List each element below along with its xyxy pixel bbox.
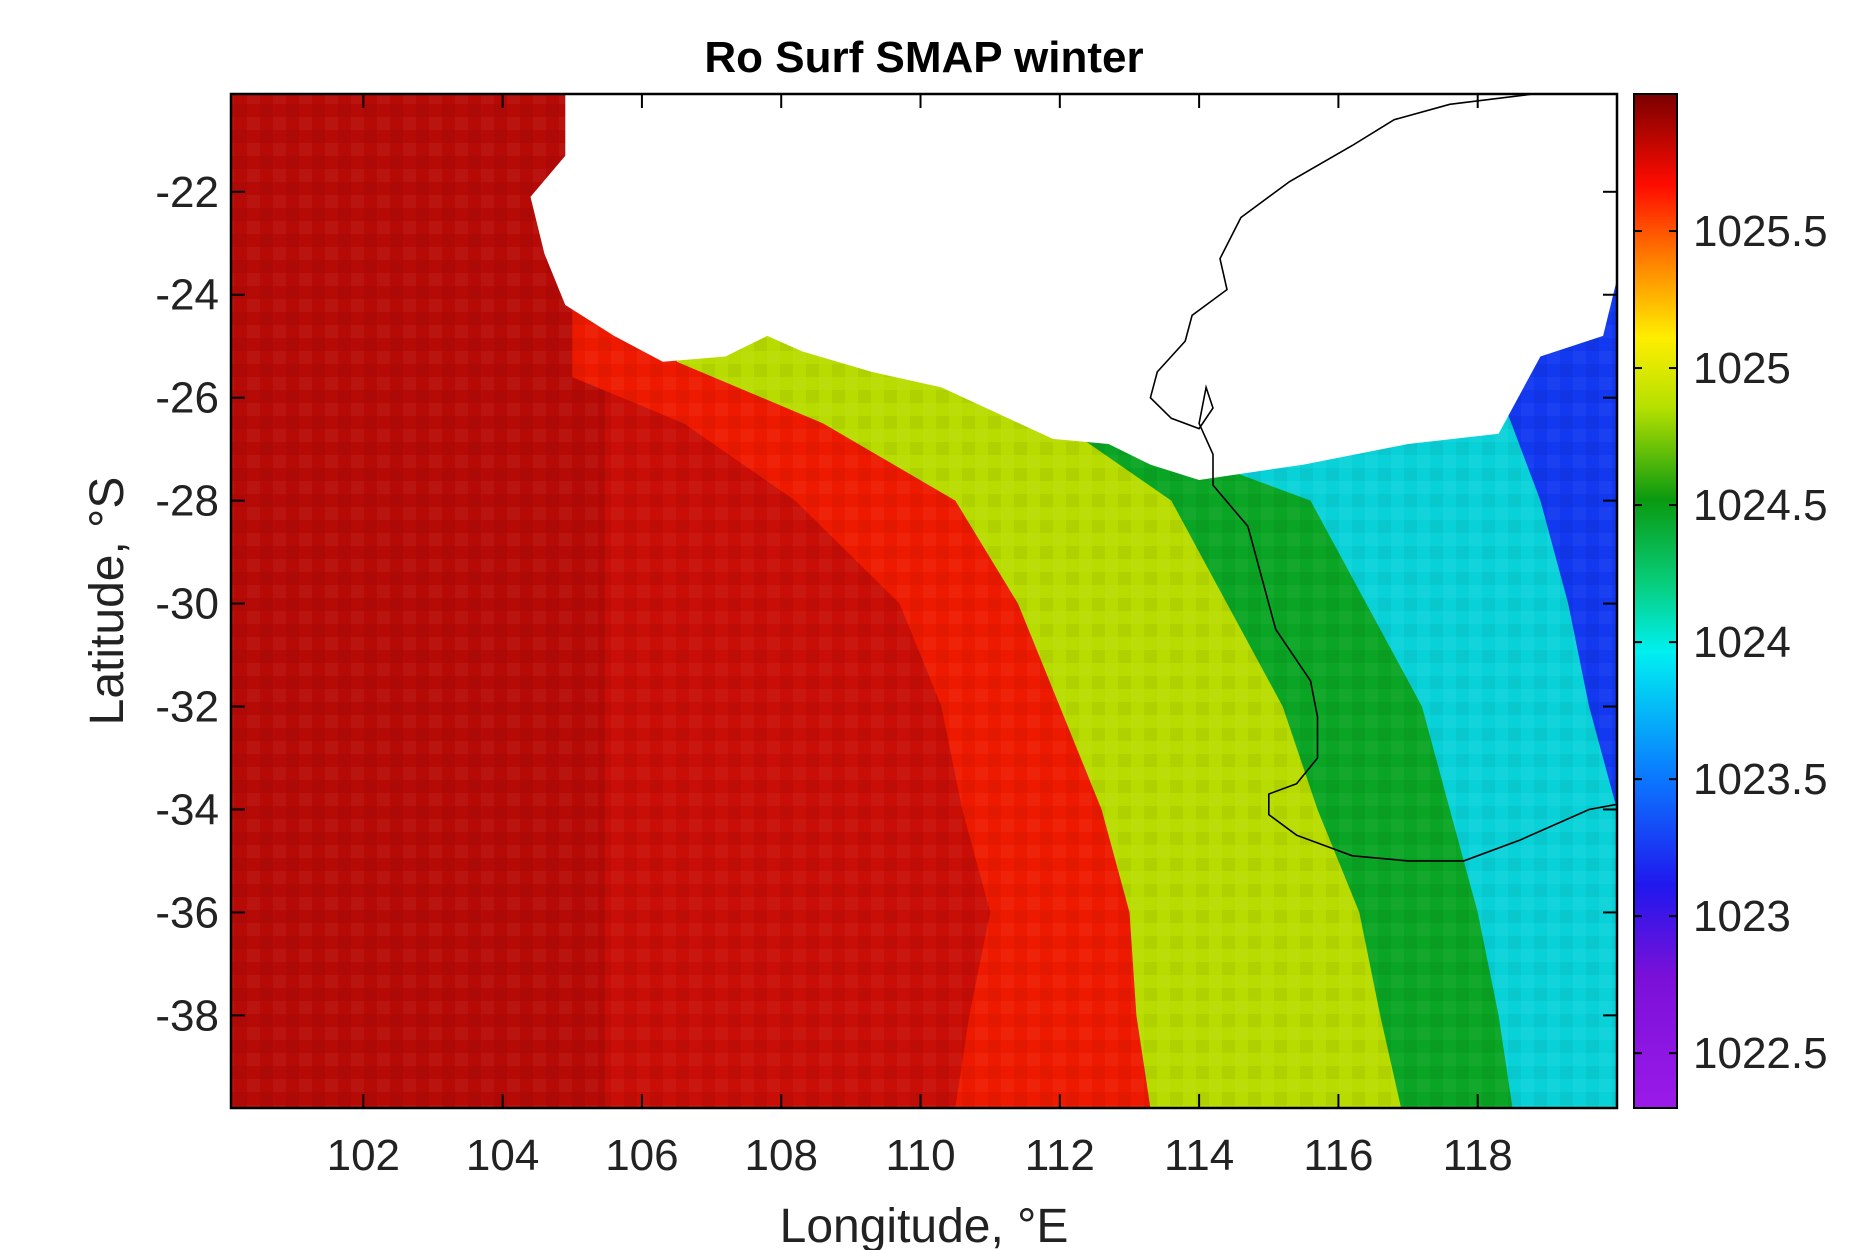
y-tick-label: -32 — [155, 683, 219, 732]
land-mask — [530, 94, 1617, 480]
colorbar-tick-label: 1023 — [1693, 892, 1791, 941]
x-tick-label: 106 — [605, 1131, 678, 1180]
x-axis-label: Longitude, °E — [780, 1200, 1069, 1250]
colorbar-ticks: 1022.5 1023 1023.5 1024 1024.5 1025 1025.5 — [1634, 207, 1828, 1078]
coastline — [1149, 94, 1617, 862]
y-axis-label: Latitude, °S — [81, 477, 134, 726]
colorbar-tick-label: 1025 — [1693, 344, 1791, 393]
x-tick-label: 112 — [1025, 1131, 1095, 1180]
x-tick-label: 114 — [1164, 1131, 1234, 1180]
y-tick-label: -34 — [155, 785, 219, 834]
colorbar-tick-label: 1024.5 — [1693, 481, 1828, 530]
y-axis: -22 -24 -26 -28 -30 -32 -34 -36 -38 — [155, 168, 1617, 1040]
x-tick-label: 118 — [1443, 1131, 1513, 1180]
plot-frame — [229, 92, 1619, 1110]
y-tick-label: -22 — [155, 168, 219, 217]
x-tick-label: 108 — [745, 1131, 818, 1180]
x-tick-label: 102 — [327, 1131, 400, 1180]
y-tick-label: -28 — [155, 477, 219, 526]
x-tick-label: 104 — [466, 1131, 539, 1180]
colorbar-tick-label: 1024 — [1693, 618, 1791, 667]
y-tick-label: -36 — [155, 888, 219, 937]
x-tick-label: 110 — [885, 1131, 955, 1180]
heatmap-field — [231, 94, 1617, 1108]
colorbar-tick-label: 1025.5 — [1693, 207, 1828, 256]
colorbar-tick-label: 1023.5 — [1693, 755, 1828, 804]
y-tick-label: -30 — [155, 580, 219, 629]
x-axis: 102 104 106 108 110 112 114 116 118 — [327, 94, 1513, 1180]
x-tick-label: 116 — [1303, 1131, 1373, 1180]
chart-title: Ro Surf SMAP winter — [704, 33, 1143, 82]
colorbar — [1633, 93, 1678, 1109]
y-tick-label: -24 — [155, 271, 219, 320]
y-tick-label: -26 — [155, 374, 219, 423]
y-tick-label: -38 — [155, 991, 219, 1040]
colorbar-tick-label: 1022.5 — [1693, 1029, 1828, 1078]
